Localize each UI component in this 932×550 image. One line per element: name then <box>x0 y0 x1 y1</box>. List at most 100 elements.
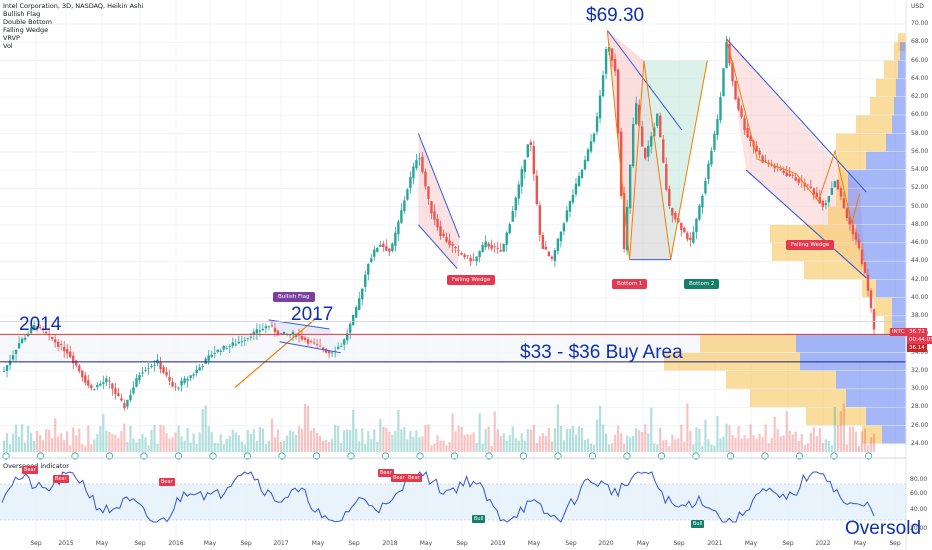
price-tick-label: 66.00 <box>911 56 929 64</box>
volume-bar <box>11 433 15 452</box>
volume-bar <box>680 424 683 452</box>
bottom-1-label[interactable]: Bottom 1 <box>612 279 648 289</box>
price-tick-label: 52.00 <box>911 184 929 192</box>
volume-bar <box>349 430 352 452</box>
profile-down-bar <box>900 42 906 61</box>
volume-bar <box>75 435 78 452</box>
candle-body <box>598 95 602 119</box>
candle-body <box>812 188 815 195</box>
candle-body <box>99 383 102 386</box>
candle-body <box>710 150 713 165</box>
indicator-vrvp[interactable]: VRVP <box>3 34 20 42</box>
candle-body <box>225 348 228 350</box>
indicator-double-bottom[interactable]: Double Bottom <box>3 18 52 26</box>
volume-bar <box>598 405 602 452</box>
candle-body <box>240 341 244 343</box>
volume-bar <box>617 425 620 452</box>
candle-body <box>830 188 834 195</box>
indicator-vol[interactable]: Vol <box>3 42 13 50</box>
candle-body <box>180 380 183 386</box>
volume-bar <box>373 429 376 452</box>
profile-up-bar <box>884 316 892 334</box>
candle-body <box>659 115 662 138</box>
volume-bar <box>255 440 258 452</box>
candle-body <box>397 221 400 235</box>
candle-body <box>300 335 304 340</box>
volume-bar <box>752 435 755 452</box>
candle-body <box>559 231 563 242</box>
candle-body <box>698 205 701 220</box>
candle-body <box>857 239 861 249</box>
volume-bar <box>800 434 803 452</box>
countdown-tag: 00:44:05 <box>907 336 932 344</box>
candle-body <box>499 250 502 252</box>
candle-body <box>854 232 858 240</box>
falling-wedge-label-2[interactable]: Falling Wedge <box>786 240 835 250</box>
candle-body <box>839 188 843 197</box>
volume-bar <box>216 443 219 452</box>
candle-body <box>490 245 493 249</box>
candle-body <box>430 201 433 214</box>
time-tick-label: Sep <box>565 540 577 547</box>
candle-body <box>44 331 48 334</box>
volume-bar <box>701 445 704 452</box>
bottom-2-label[interactable]: Bottom 2 <box>684 279 720 289</box>
indicator-falling-wedge[interactable]: Falling Wedge <box>3 26 49 34</box>
osc-tick-40: 40.00 <box>910 506 928 513</box>
candle-body <box>352 314 355 326</box>
volume-bar <box>153 425 156 452</box>
candle-body <box>147 368 150 370</box>
volume-bar <box>580 427 584 452</box>
volume-bar <box>725 423 728 452</box>
volume-bar <box>535 442 538 452</box>
volume-bar <box>325 439 328 452</box>
volume-bar <box>496 429 499 452</box>
oscillator-line <box>1 471 875 523</box>
falling-wedge-label-1[interactable]: Falling Wedge <box>447 275 496 285</box>
volume-bar <box>270 418 274 452</box>
volume-bar <box>162 425 165 452</box>
volume-bar <box>36 431 39 452</box>
candle-body <box>427 186 430 199</box>
profile-up-bar <box>804 261 866 280</box>
double-bottom-zigzag <box>606 30 708 260</box>
candle-body <box>586 149 590 162</box>
volume-bar <box>415 430 418 452</box>
candle-body <box>162 367 165 373</box>
bullish-flag-label[interactable]: Bullish Flag <box>273 292 315 302</box>
time-tick-label: Sep <box>673 540 685 547</box>
volume-bar <box>237 435 240 452</box>
candle-body <box>481 245 484 253</box>
profile-down-bar <box>796 334 906 353</box>
candle-body <box>448 240 451 245</box>
flag-pole-line <box>234 315 319 388</box>
volume-bar <box>201 409 204 452</box>
volume-bar <box>743 434 746 452</box>
candle-body <box>716 119 719 135</box>
price-tick-label: 68.00 <box>911 38 929 46</box>
volume-bar <box>629 436 632 452</box>
profile-up-bar <box>874 297 892 316</box>
indicator-bullish-flag[interactable]: Bullish Flag <box>3 10 41 18</box>
volume-bar <box>653 443 656 452</box>
volume-bar <box>556 404 560 452</box>
volume-bar <box>33 441 36 452</box>
candle-body <box>707 163 710 180</box>
volume-bar <box>388 431 391 452</box>
candle-body <box>87 380 90 386</box>
candle-body <box>234 344 237 346</box>
volume-bar <box>174 432 177 452</box>
volume-bar <box>454 431 457 452</box>
volume-bar <box>541 433 544 452</box>
candle-body <box>168 376 171 381</box>
candle-body <box>50 336 54 340</box>
candle-body <box>394 232 397 246</box>
time-tick-label: 2022 <box>815 540 831 547</box>
volume-bar <box>644 424 647 452</box>
volume-bar <box>288 430 292 452</box>
candle-body <box>656 113 659 126</box>
volume-bar <box>430 445 433 452</box>
volume-bar <box>568 428 572 452</box>
candle-body <box>719 96 722 121</box>
